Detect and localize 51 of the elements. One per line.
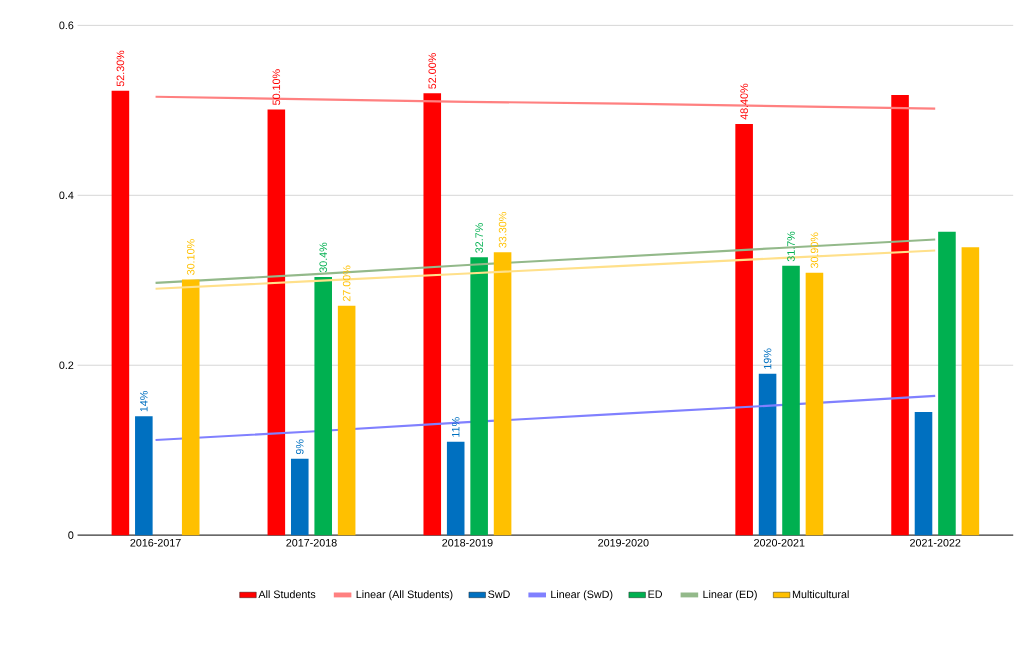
- bar: [938, 231, 956, 535]
- bar: [735, 123, 753, 535]
- data-label: 30.90%: [810, 232, 819, 268]
- bar: [914, 411, 933, 535]
- data-label: 48.40%: [740, 83, 748, 120]
- bar: [337, 305, 356, 535]
- bar: [782, 265, 800, 535]
- data-label: 27.00%: [342, 265, 351, 301]
- bar: [181, 279, 200, 535]
- legend-label: Linear (ED): [703, 590, 757, 601]
- data-label: 52.30%: [116, 50, 125, 87]
- data-label: 32.7%: [475, 222, 483, 253]
- bar: [805, 272, 824, 535]
- y-tick-label: 0.2: [59, 361, 74, 369]
- x-tick-label: 2021-2022: [910, 538, 961, 547]
- bar: [314, 276, 332, 535]
- y-tick-label: 0: [68, 531, 74, 539]
- data-label: 50.10%: [272, 69, 281, 105]
- x-tick-label: 2017-2018: [286, 538, 337, 547]
- data-label: 14%: [140, 390, 148, 412]
- bar: [267, 109, 286, 535]
- data-label: 33.30%: [498, 211, 507, 248]
- bar: [446, 441, 465, 535]
- x-tick-label: 2020-2021: [754, 538, 805, 547]
- bar: [111, 90, 130, 535]
- y-tick-label: 0.6: [59, 21, 74, 29]
- legend-label: Multicultural: [792, 590, 849, 598]
- x-tick-label: 2016-2017: [130, 538, 181, 547]
- legend-label: All Students: [258, 590, 316, 598]
- data-label: 30.4%: [319, 242, 328, 273]
- y-tick-label: 0.4: [59, 191, 74, 199]
- bar: [290, 458, 309, 535]
- legend-label: ED: [648, 590, 663, 598]
- bar: [758, 373, 777, 535]
- bar: [423, 93, 442, 535]
- x-tick-label: 2019-2020: [598, 538, 649, 547]
- legend-label: Linear (All Students): [356, 590, 453, 601]
- bar: [891, 94, 909, 535]
- legend-label: Linear (SwD): [551, 590, 613, 601]
- legend-label: SwD: [488, 590, 510, 598]
- bar: [493, 252, 512, 535]
- data-label: 30.10%: [186, 239, 195, 275]
- bar: [470, 257, 488, 535]
- x-tick-label: 2018-2019: [442, 538, 493, 547]
- data-label: 11%: [451, 417, 460, 437]
- data-label: 31.7%: [787, 231, 795, 262]
- bar: [135, 416, 153, 535]
- data-label: 19%: [763, 348, 772, 369]
- data-label: 52.00%: [428, 53, 437, 89]
- bar: [961, 246, 980, 535]
- data-label: 9%: [295, 439, 304, 454]
